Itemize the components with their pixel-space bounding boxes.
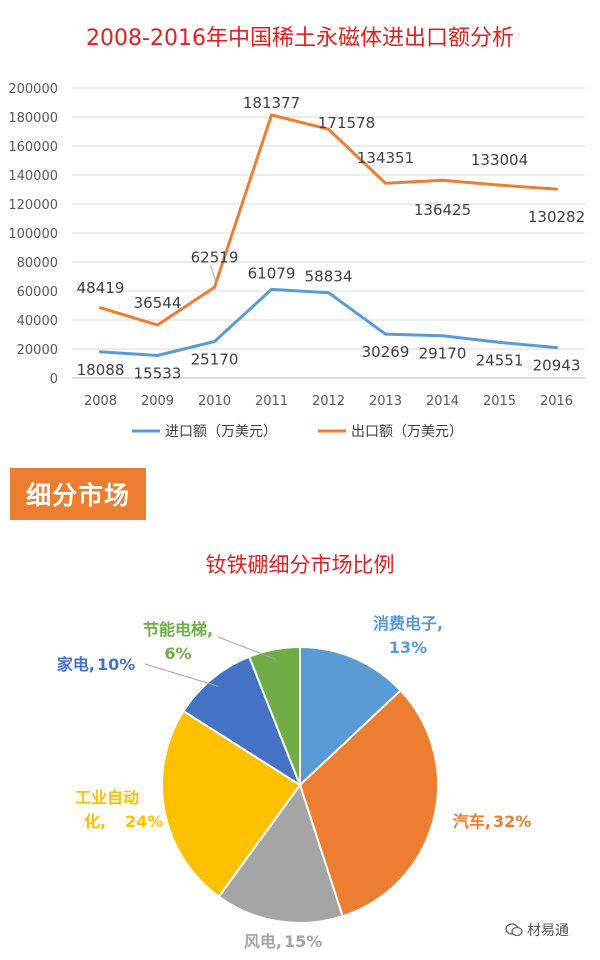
wechat-icon bbox=[505, 923, 523, 937]
y-tick-label: 100000 bbox=[8, 227, 58, 242]
y-tick-label: 60000 bbox=[17, 285, 58, 300]
pie-chart-labels: 消费电子,13%汽车, 32%风电, 15%工业自动化, 24%家电, 10%节能… bbox=[57, 614, 531, 951]
data-label: 134351 bbox=[357, 149, 414, 167]
slice-label-line: 化, bbox=[84, 812, 106, 831]
section-banner-text: 细分市场 bbox=[25, 481, 130, 510]
x-tick-label: 2008 bbox=[84, 394, 117, 409]
watermark-text: 材易通 bbox=[527, 923, 569, 939]
slice-label-name: 消费电子, bbox=[373, 614, 443, 633]
y-tick-label: 140000 bbox=[8, 169, 58, 184]
data-point bbox=[441, 334, 444, 338]
legend-label: 进口额（万美元） bbox=[165, 424, 277, 440]
data-label: 36544 bbox=[134, 294, 182, 312]
watermark: 材易通 bbox=[505, 920, 569, 940]
data-label: 20943 bbox=[533, 357, 581, 375]
data-point bbox=[441, 178, 444, 182]
x-tick-label: 2010 bbox=[198, 394, 231, 409]
y-tick-label: 200000 bbox=[8, 82, 58, 97]
data-label: 58834 bbox=[305, 268, 353, 286]
data-point bbox=[327, 127, 330, 131]
x-tick-label: 2012 bbox=[312, 394, 345, 409]
x-tick-label: 2016 bbox=[540, 394, 573, 409]
data-point bbox=[99, 306, 102, 310]
data-label: 25170 bbox=[191, 351, 239, 369]
line-chart-legend: 进口额（万美元） 出口额（万美元） bbox=[132, 424, 463, 440]
slice-label-pct: 32% bbox=[493, 812, 531, 831]
data-label: 181377 bbox=[243, 94, 300, 112]
leader-line bbox=[144, 663, 219, 687]
y-tick-label: 120000 bbox=[8, 198, 58, 213]
data-label: 18088 bbox=[77, 361, 125, 379]
x-tick-label: 2014 bbox=[426, 394, 459, 409]
y-tick-label: 20000 bbox=[17, 343, 58, 358]
pie-chart-leader-lines bbox=[144, 636, 277, 687]
pie-slice bbox=[298, 689, 440, 918]
pie-slice bbox=[161, 709, 302, 899]
pie-slice bbox=[217, 782, 344, 924]
x-tick-label: 2015 bbox=[483, 394, 516, 409]
slice-label-name: 风电, bbox=[244, 932, 282, 951]
label-leader-line bbox=[210, 265, 217, 284]
slice-label-name: 汽车, bbox=[453, 812, 491, 831]
data-point bbox=[498, 183, 501, 187]
y-tick-label: 180000 bbox=[8, 111, 58, 126]
data-point bbox=[327, 291, 330, 295]
y-tick-label: 160000 bbox=[8, 140, 58, 155]
line-chart-data-labels: 18088 15533 25170 61079 58834 30269 29170 24551… bbox=[77, 94, 585, 382]
leader-line bbox=[217, 636, 277, 660]
pie-chart-slices bbox=[161, 645, 440, 924]
data-label: 30269 bbox=[362, 343, 410, 361]
line-chart-grid bbox=[72, 87, 585, 379]
slice-label-name: 节能电梯, bbox=[143, 620, 213, 639]
slice-label-line: 工业自动 bbox=[75, 788, 139, 807]
data-label: 24551 bbox=[476, 351, 524, 369]
slice-label-name: 工业自动化, bbox=[75, 788, 139, 831]
x-tick-label: 2013 bbox=[369, 394, 402, 409]
data-point bbox=[213, 340, 216, 344]
data-point bbox=[270, 113, 273, 117]
data-point bbox=[384, 332, 387, 336]
data-point bbox=[99, 350, 102, 354]
data-label: 15533 bbox=[134, 364, 182, 382]
y-tick-label: 40000 bbox=[17, 314, 58, 329]
slice-label-pct: 13% bbox=[389, 638, 427, 657]
line-chart-series bbox=[99, 113, 558, 357]
line-chart-x-ticks: 2008 2009 2010 2011 2012 2013 2014 2015 2016 bbox=[84, 394, 573, 409]
pie-chart-title: 钕铁硼细分市场比例 bbox=[206, 553, 395, 577]
x-tick-label: 2009 bbox=[141, 394, 174, 409]
slice-label-pct: 15% bbox=[284, 932, 322, 951]
data-label: 62519 bbox=[191, 248, 239, 266]
data-point bbox=[156, 353, 159, 357]
pie-slice bbox=[299, 645, 403, 788]
data-label: 171578 bbox=[318, 114, 375, 132]
pie-slice bbox=[247, 645, 301, 786]
slice-label-pct: 24% bbox=[125, 812, 163, 831]
y-tick-label: 0 bbox=[50, 372, 58, 387]
data-label: 29170 bbox=[419, 345, 467, 363]
data-label: 136425 bbox=[414, 201, 471, 219]
legend-label: 出口额（万美元） bbox=[351, 424, 463, 440]
data-label: 133004 bbox=[471, 151, 528, 169]
data-point bbox=[270, 287, 273, 291]
data-point bbox=[156, 323, 159, 327]
data-label: 48419 bbox=[77, 279, 125, 297]
data-label: 61079 bbox=[248, 264, 296, 282]
slice-label-pct: 10% bbox=[97, 655, 135, 674]
slice-label-name: 家电, bbox=[57, 655, 95, 674]
data-point bbox=[555, 187, 558, 191]
data-label: 130282 bbox=[528, 208, 585, 226]
section-banner: 细分市场 bbox=[10, 468, 146, 520]
data-point bbox=[555, 346, 558, 350]
data-point bbox=[213, 285, 216, 289]
data-point bbox=[384, 181, 387, 185]
x-tick-label: 2011 bbox=[255, 394, 288, 409]
slice-label-pct: 6% bbox=[164, 644, 191, 663]
y-tick-label: 80000 bbox=[17, 256, 58, 271]
line-chart-y-ticks: 0 20000 40000 60000 80000 100000 120000 140000 1… bbox=[8, 82, 58, 387]
pie-slice bbox=[182, 655, 303, 788]
data-point bbox=[498, 340, 501, 344]
line-chart-title: 2008-2016年中国稀土永磁体进出口额分析 bbox=[86, 26, 514, 51]
